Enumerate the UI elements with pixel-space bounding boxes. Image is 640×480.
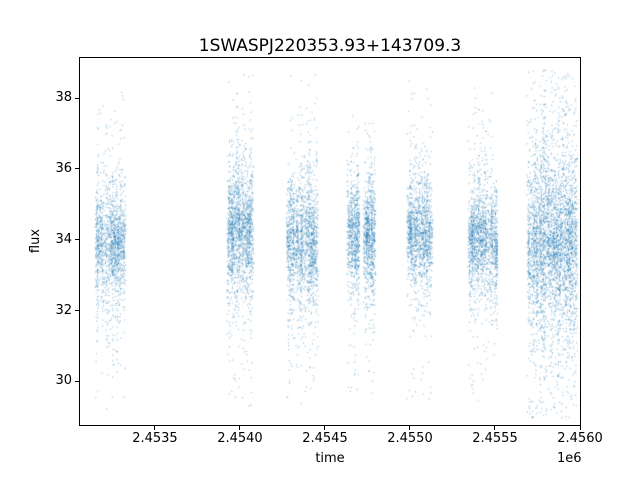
x-tick-label: 2.4560 <box>557 431 603 446</box>
x-tick-mark <box>239 426 241 430</box>
y-tick-label: 34 <box>55 231 72 247</box>
y-tick-mark <box>75 310 79 312</box>
chart-title: 1SWASPJ220353.93+143709.3 <box>198 36 462 56</box>
x-tick-mark <box>579 426 581 430</box>
x-tick-mark <box>494 426 496 430</box>
y-axis-label: flux <box>28 228 43 254</box>
y-tick-mark <box>75 380 79 382</box>
x-tick-mark <box>409 426 411 430</box>
x-axis-offset-label: 1e6 <box>557 451 582 466</box>
y-tick-label: 30 <box>55 373 72 389</box>
scatter-points <box>80 58 580 425</box>
y-tick-mark <box>75 168 79 170</box>
y-tick-label: 38 <box>55 90 72 106</box>
x-axis-label: time <box>315 451 345 466</box>
y-tick-mark <box>75 97 79 99</box>
y-tick-label: 32 <box>55 302 72 318</box>
y-tick-label: 36 <box>55 160 72 176</box>
x-tick-label: 2.4555 <box>472 431 518 446</box>
x-tick-label: 2.4535 <box>132 431 178 446</box>
x-tick-mark <box>154 426 156 430</box>
plot-area <box>79 57 581 426</box>
x-tick-label: 2.4550 <box>387 431 433 446</box>
x-tick-label: 2.4540 <box>217 431 263 446</box>
x-tick-mark <box>324 426 326 430</box>
x-tick-label: 2.4545 <box>302 431 348 446</box>
y-tick-mark <box>75 239 79 241</box>
